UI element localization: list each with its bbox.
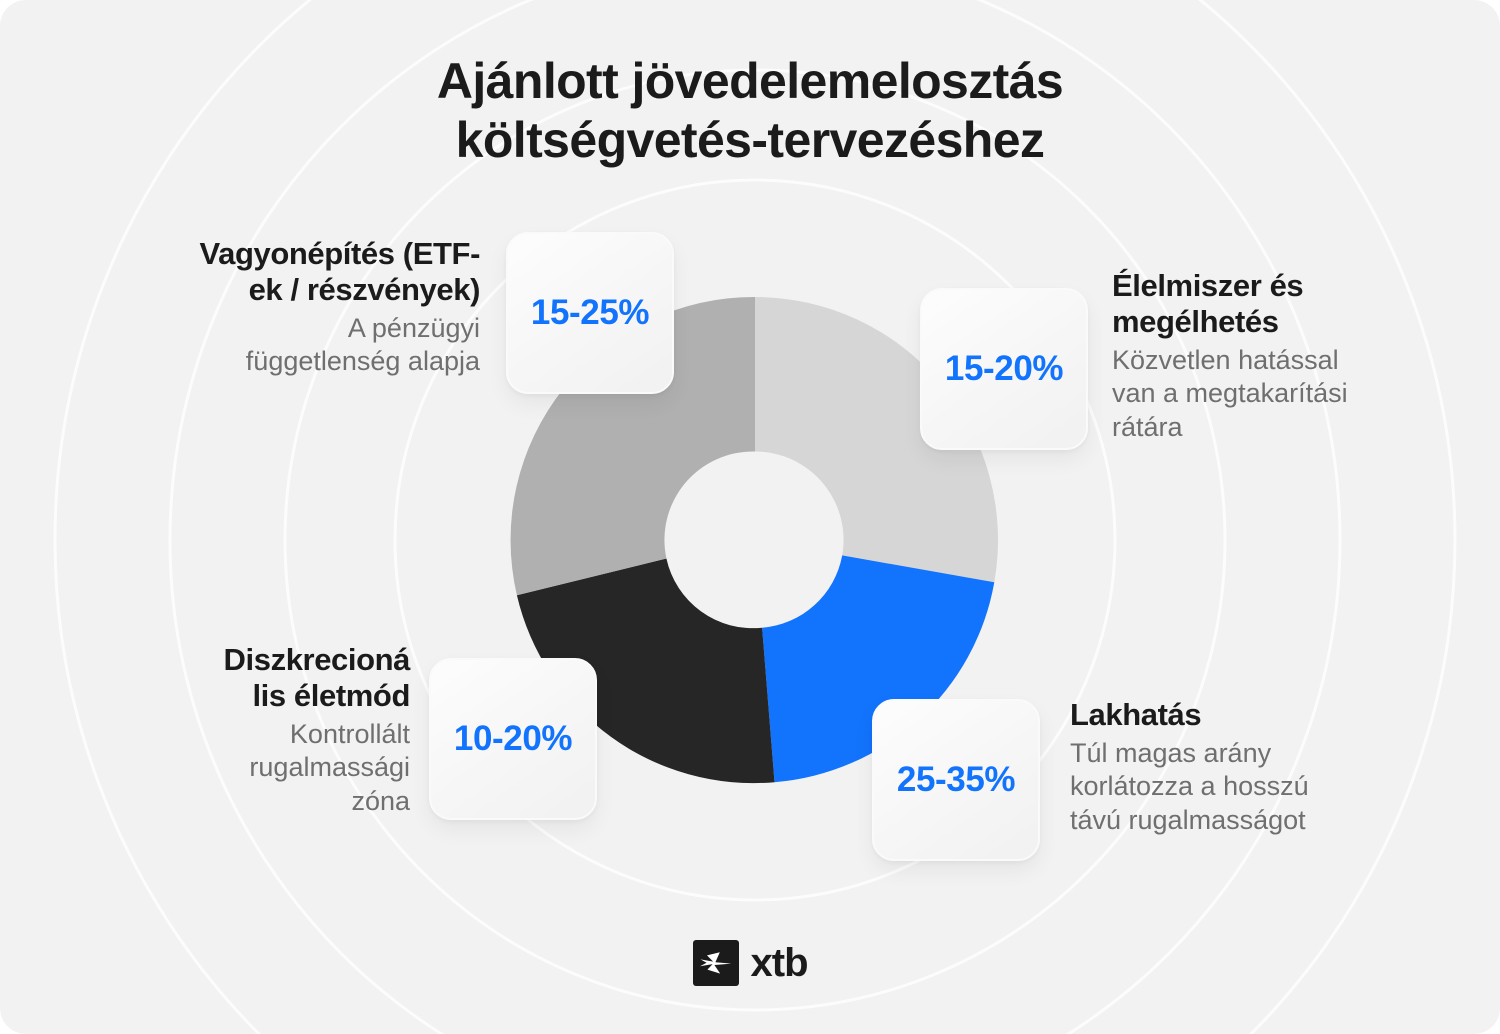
- label-wealth: Vagyonépítés (ETF- ek / részvények) A pé…: [60, 236, 481, 379]
- percentage-card-food[interactable]: 15-20%: [920, 288, 1088, 450]
- page-title: Ajánlott jövedelemelosztás költségvetés-…: [436, 53, 1064, 168]
- donut-segment-housing: [762, 555, 995, 783]
- label-lifestyle-title: Diszkrecioná lis életmód: [223, 642, 411, 713]
- label-wealth-subtitle: A pénzügyi függetlenség alapja: [245, 312, 480, 377]
- percentage-card-housing[interactable]: 25-35%: [872, 699, 1040, 861]
- percentage-card-lifestyle[interactable]: 10-20%: [429, 658, 597, 820]
- label-housing-title: Lakhatás: [1070, 697, 1202, 732]
- brand-name: xtb: [750, 940, 809, 985]
- label-food-subtitle: Közvetlen hatással van a megtakarítási r…: [1112, 344, 1348, 442]
- donut-chart: [508, 293, 1002, 787]
- percentage-card-wealth[interactable]: 15-25%: [506, 232, 674, 394]
- percentage-value-food: 15-20%: [944, 349, 1064, 388]
- label-housing-subtitle: Túl magas arány korlátozza a hosszú távú…: [1070, 737, 1309, 835]
- label-food: Élelmiszer és megélhetés Közvetlen hatás…: [1112, 268, 1442, 444]
- donut-segment-wealth: [510, 296, 755, 596]
- xtb-arrow-logo-icon: [692, 940, 739, 986]
- percentage-value-wealth: 15-25%: [530, 293, 650, 332]
- label-food-title: Élelmiszer és megélhetés: [1112, 268, 1304, 339]
- percentage-value-lifestyle: 10-20%: [453, 719, 573, 758]
- footer-brand: xtb: [0, 940, 1500, 986]
- donut-segment-lifestyle: [516, 558, 775, 784]
- label-lifestyle-subtitle: Kontrollált rugalmassági zóna: [249, 718, 410, 816]
- label-housing: Lakhatás Túl magas arány korlátozza a ho…: [1070, 697, 1410, 837]
- label-lifestyle: Diszkrecioná lis életmód Kontrollált rug…: [100, 642, 411, 818]
- label-wealth-title: Vagyonépítés (ETF- ek / részvények): [199, 236, 481, 307]
- percentage-value-housing: 25-35%: [896, 760, 1016, 799]
- donut-segment-food: [755, 297, 998, 583]
